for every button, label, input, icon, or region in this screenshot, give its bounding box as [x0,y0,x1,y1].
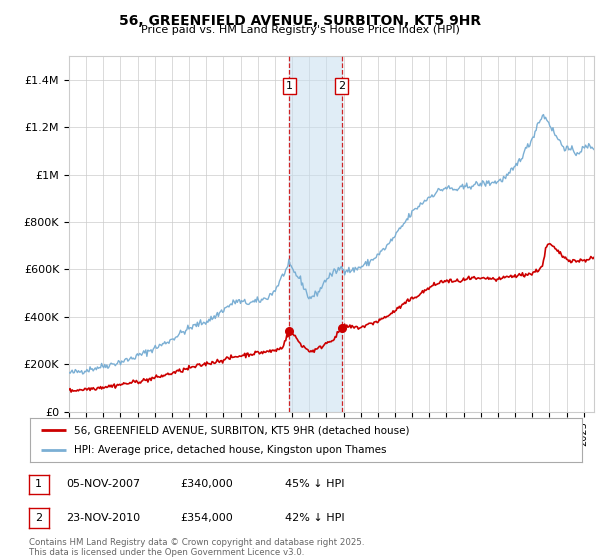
Bar [289,56,342,412]
Text: 45% ↓ HPI: 45% ↓ HPI [285,479,344,489]
Text: Price paid vs. HM Land Registry's House Price Index (HPI): Price paid vs. HM Land Registry's House … [140,25,460,35]
Text: Contains HM Land Registry data © Crown copyright and database right 2025.
This d: Contains HM Land Registry data © Crown c… [29,538,364,557]
Text: £354,000: £354,000 [180,513,233,523]
Text: 1: 1 [35,479,42,489]
Text: £340,000: £340,000 [180,479,233,489]
Text: 2: 2 [35,513,42,523]
Text: 2: 2 [338,81,346,91]
Text: 42% ↓ HPI: 42% ↓ HPI [285,513,344,523]
Text: 56, GREENFIELD AVENUE, SURBITON, KT5 9HR: 56, GREENFIELD AVENUE, SURBITON, KT5 9HR [119,14,481,28]
Text: 1: 1 [286,81,293,91]
Text: 23-NOV-2010: 23-NOV-2010 [66,513,140,523]
Text: 56, GREENFIELD AVENUE, SURBITON, KT5 9HR (detached house): 56, GREENFIELD AVENUE, SURBITON, KT5 9HR… [74,425,410,435]
Text: 05-NOV-2007: 05-NOV-2007 [66,479,140,489]
Text: HPI: Average price, detached house, Kingston upon Thames: HPI: Average price, detached house, King… [74,445,386,455]
